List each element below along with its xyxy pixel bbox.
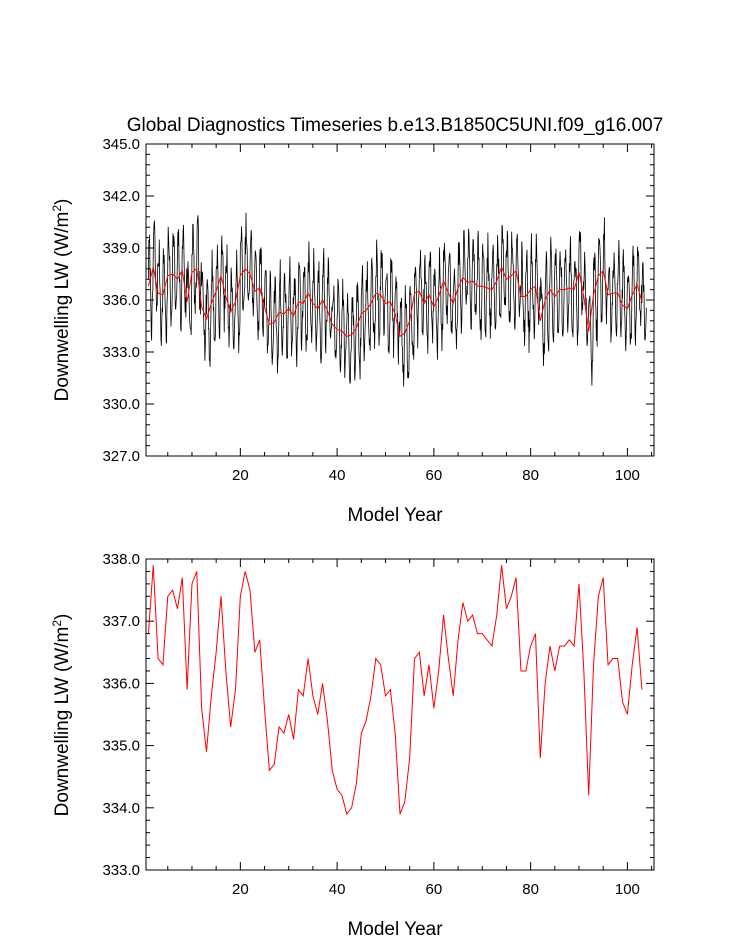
top-panel-frame xyxy=(145,143,655,457)
top-panel-x-tick-labels: 20 40 60 80 100 xyxy=(232,467,640,484)
x-tick-label: 80 xyxy=(522,881,539,898)
y-tick-label: 335.0 xyxy=(102,738,140,755)
x-tick-label: 20 xyxy=(232,467,249,484)
x-tick-label: 40 xyxy=(329,467,346,484)
x-tick-label: 60 xyxy=(426,467,443,484)
y-tick-label: 334.0 xyxy=(102,800,140,817)
y-tick-label: 333.0 xyxy=(102,862,140,879)
top-panel-ticks xyxy=(146,143,654,457)
bottom-y-title-main: Downwelling LW (W/m xyxy=(52,627,73,817)
top-panel: 20 40 60 80 100 327.0 330.0 333.0 336.0 339.0 342… xyxy=(50,136,655,526)
y-tick-label: 337.0 xyxy=(102,613,140,630)
top-panel-y-tick-labels: 327.0 330.0 333.0 336.0 339.0 342.0 345.0 xyxy=(102,136,140,465)
x-tick-label: 100 xyxy=(615,467,640,484)
top-panel-series xyxy=(147,212,647,387)
bottom-panel-x-tick-labels: 20 40 60 80 100 xyxy=(232,881,640,898)
y-tick-label: 330.0 xyxy=(102,396,140,413)
y-tick-label: 338.0 xyxy=(102,551,140,568)
x-tick-label: 40 xyxy=(329,881,346,898)
bottom-panel-y-tick-labels: 333.0 334.0 335.0 336.0 337.0 338.0 xyxy=(102,551,140,879)
annual-mean-series-line xyxy=(147,565,643,816)
bottom-y-title-close: ) xyxy=(52,614,73,620)
bottom-panel-series xyxy=(147,565,643,816)
y-tick-label: 327.0 xyxy=(102,448,140,465)
y-tick-label: 345.0 xyxy=(102,136,140,153)
figure-title: Global Diagnostics Timeseries b.e13.B185… xyxy=(127,115,664,136)
y-tick-label: 336.0 xyxy=(102,292,140,309)
top-panel-x-axis-title: Model Year xyxy=(347,505,443,526)
y-tick-label: 336.0 xyxy=(102,675,140,692)
top-y-title-main: Downwelling LW (W/m xyxy=(52,212,73,402)
x-tick-label: 100 xyxy=(615,881,640,898)
x-tick-label: 80 xyxy=(522,467,539,484)
bottom-y-title-superscript: 2 xyxy=(50,620,64,627)
x-tick-label: 20 xyxy=(232,881,249,898)
bottom-panel: 20 40 60 80 100 333.0 334.0 335.0 336.0 337.0 338… xyxy=(50,551,655,940)
top-y-title-superscript: 2 xyxy=(50,205,64,212)
monthly-series-line xyxy=(148,212,647,387)
y-tick-label: 339.0 xyxy=(102,240,140,257)
top-panel-y-axis-title: Downwelling LW (W/m2) xyxy=(50,199,73,402)
annual-mean-series-line xyxy=(147,265,643,338)
bottom-panel-frame xyxy=(145,558,655,871)
top-y-title-close: ) xyxy=(52,199,73,205)
bottom-panel-y-axis-title: Downwelling LW (W/m2) xyxy=(50,614,73,817)
bottom-panel-ticks xyxy=(146,558,654,871)
y-tick-label: 342.0 xyxy=(102,188,140,205)
bottom-panel-x-axis-title: Model Year xyxy=(347,919,443,940)
x-tick-label: 60 xyxy=(426,881,443,898)
y-tick-label: 333.0 xyxy=(102,344,140,361)
